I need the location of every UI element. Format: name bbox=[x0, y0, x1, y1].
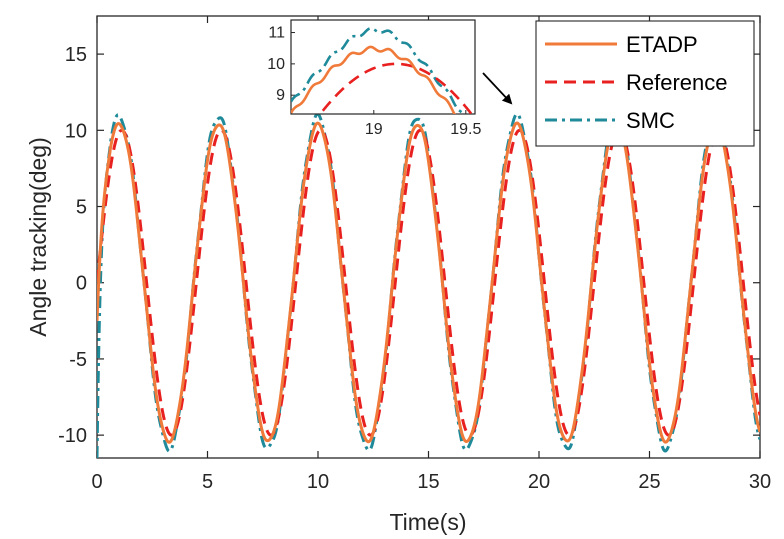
x-tick-label: 5 bbox=[202, 471, 213, 493]
inset-series-line-reference bbox=[318, 62, 474, 114]
inset-x-tick-label: 19.5 bbox=[450, 121, 481, 138]
y-tick-label: -10 bbox=[58, 425, 87, 447]
main-axis-ticks: 0 5 10 15 20 25 30 -10 -5 0 5 10 15 bbox=[58, 16, 771, 493]
inset-series-group bbox=[291, 27, 474, 114]
inset-x-tick-label: 19 bbox=[365, 121, 383, 138]
x-tick-label: 10 bbox=[307, 471, 329, 493]
x-tick-label: 30 bbox=[749, 471, 771, 493]
y-tick-label: 5 bbox=[76, 197, 87, 219]
y-axis-label: Angle tracking(deg) bbox=[25, 137, 51, 336]
x-tick-label: 15 bbox=[417, 471, 439, 493]
main-series-group bbox=[97, 112, 760, 458]
inset-y-tick-label: 11 bbox=[268, 25, 285, 42]
inset-y-tick-label: 9 bbox=[276, 87, 285, 104]
x-tick-label: 0 bbox=[91, 471, 102, 493]
y-tick-label: 0 bbox=[76, 273, 87, 295]
y-tick-label: -5 bbox=[69, 349, 87, 371]
y-tick-label: 10 bbox=[65, 120, 87, 142]
annotation-arrow bbox=[482, 72, 513, 105]
inset-series-line-etadp bbox=[291, 45, 456, 114]
series-line-reference bbox=[97, 128, 760, 437]
legend-label-reference: Reference bbox=[626, 70, 728, 95]
legend-label-etadp: ETADP bbox=[626, 32, 698, 57]
x-tick-label: 25 bbox=[638, 471, 660, 493]
inset-axis-ticks: 19 19.5 9 10 11 bbox=[267, 25, 481, 138]
series-line-etadp bbox=[97, 121, 760, 444]
inset-y-tick-label: 10 bbox=[267, 56, 285, 73]
y-tick-label: 15 bbox=[65, 44, 87, 66]
inset-plot: 19 19.5 9 10 11 bbox=[267, 19, 481, 138]
inset-series-line-smc bbox=[291, 27, 466, 114]
x-axis-label: Time(s) bbox=[389, 509, 466, 535]
legend-label-smc: SMC bbox=[626, 108, 675, 133]
legend: ETADP Reference SMC bbox=[535, 20, 755, 147]
x-tick-label: 20 bbox=[528, 471, 550, 493]
